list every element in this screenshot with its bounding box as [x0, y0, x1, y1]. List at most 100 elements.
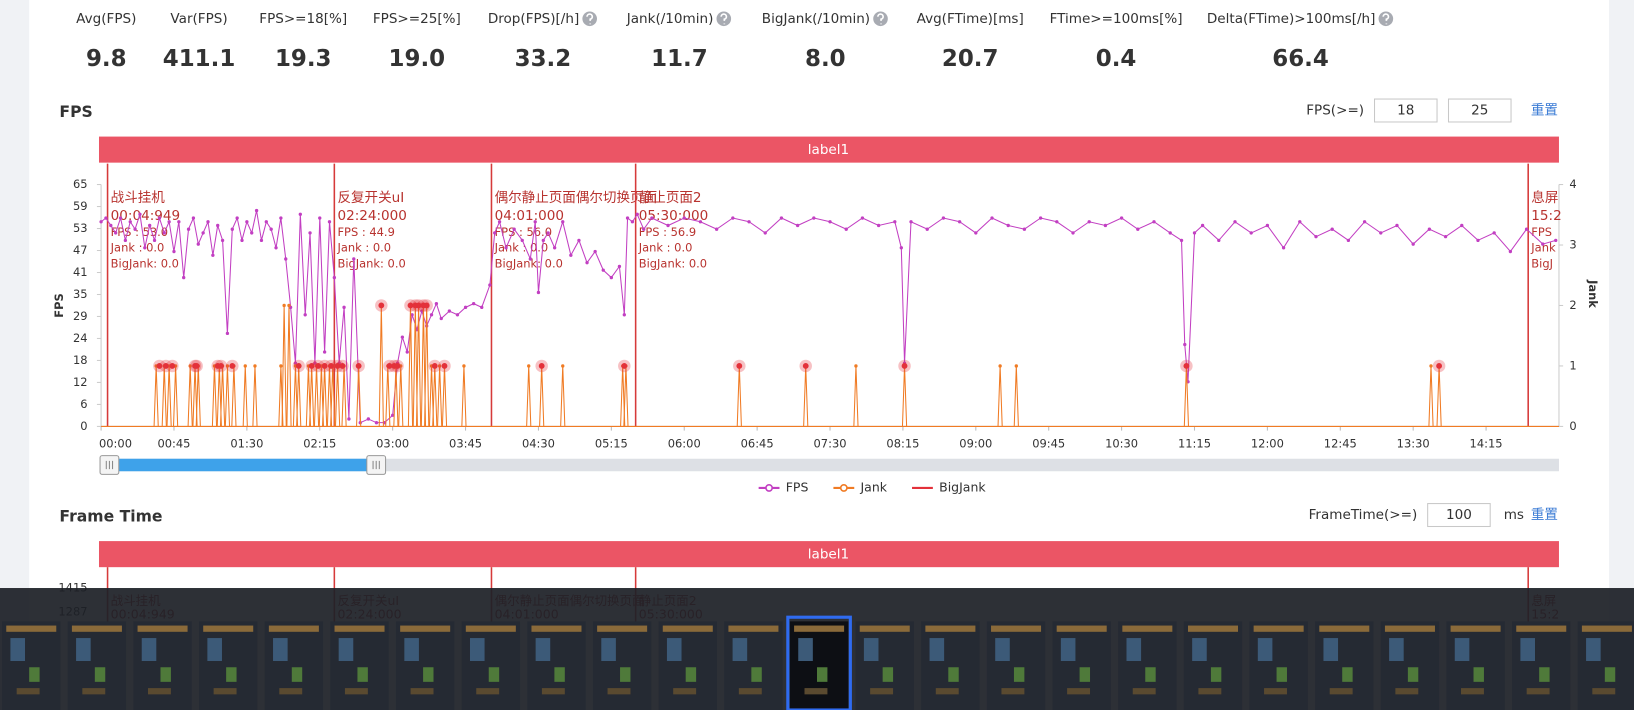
help-glyph: [720, 13, 728, 25]
y-tick-label: 41: [73, 265, 88, 279]
fps-point: [533, 220, 537, 224]
reset-link[interactable]: 重置: [1531, 103, 1558, 119]
thumb-block: [16, 688, 40, 695]
thumbnail[interactable]: [395, 621, 455, 710]
thumbnail[interactable]: [1577, 621, 1634, 710]
fps-point: [109, 223, 113, 228]
jank-point: [1429, 364, 1433, 368]
metric-value: 11.7: [651, 46, 708, 72]
thumbnail[interactable]: [921, 621, 980, 710]
thumb-block: [948, 667, 959, 682]
thumbnail[interactable]: [527, 621, 586, 710]
thumbnail[interactable]: [1249, 621, 1308, 710]
fps-point: [844, 227, 848, 231]
thumb-block: [29, 667, 40, 682]
fps-point: [747, 220, 751, 224]
thumb-block: [882, 667, 894, 682]
thumbnail[interactable]: [461, 621, 521, 710]
y-tick-label: 59: [73, 199, 88, 213]
thumbnail[interactable]: [986, 621, 1046, 710]
thumb-header: [662, 625, 713, 632]
thumbnail[interactable]: [724, 621, 783, 710]
bigjank-marker: [295, 363, 302, 369]
thumbnail[interactable]: [658, 621, 717, 710]
fps-threshold-input[interactable]: [1447, 98, 1512, 123]
fps-point: [352, 257, 356, 261]
bigjank-marker: [901, 363, 908, 369]
fps-point: [1168, 231, 1172, 235]
fps-point: [682, 216, 686, 220]
fps-point: [298, 212, 302, 216]
x-tick-label: 12:45: [1324, 437, 1357, 451]
reset-link[interactable]: 重置: [1531, 507, 1558, 523]
fps-point: [322, 350, 327, 354]
thumbnail[interactable]: [2, 621, 61, 710]
fps-point: [172, 249, 176, 254]
jank-point: [225, 364, 230, 368]
legend-dot: [765, 484, 773, 492]
thumb-block: [751, 667, 762, 682]
metric-label: FPS>=25[%]: [373, 11, 461, 27]
fps-point: [1087, 220, 1091, 224]
thumb-block: [82, 688, 106, 695]
fps-point: [546, 231, 550, 235]
fps-point: [1249, 231, 1253, 235]
zoom-track[interactable]: [101, 458, 1559, 472]
fps-point: [113, 231, 118, 235]
fps-point: [118, 216, 123, 220]
thumb-block: [1586, 638, 1601, 661]
fps-point: [536, 290, 541, 295]
fps-point: [318, 216, 322, 220]
fps-point: [528, 257, 533, 261]
thumbnail[interactable]: [1183, 621, 1243, 710]
ft-threshold-input[interactable]: [1427, 503, 1491, 528]
thumb-block: [1454, 638, 1470, 661]
filmstrip-thumbs: [2, 615, 1634, 710]
y-tick-label: 65: [73, 177, 88, 191]
jank-point: [243, 364, 247, 368]
fps-point: [274, 246, 278, 250]
fps-point: [1136, 227, 1140, 231]
fps-threshold-input[interactable]: [1373, 98, 1438, 123]
fps-point: [497, 220, 502, 224]
event-label: 静止页面2: [639, 190, 702, 206]
x-tick-label: 12:00: [1251, 437, 1284, 451]
zoom-selection[interactable]: [109, 458, 377, 472]
y2-tick-label: 4: [1569, 177, 1576, 191]
help-glyph: [1382, 13, 1390, 25]
thumb-header: [1581, 625, 1632, 632]
thumbnail[interactable]: [1315, 621, 1374, 710]
bigjank-marker: [218, 363, 224, 369]
thumbnail[interactable]: [1052, 621, 1111, 710]
thumb-header: [859, 625, 910, 632]
thumbnail[interactable]: [330, 621, 389, 710]
thumbnail[interactable]: [67, 621, 127, 710]
thumb-block: [620, 667, 631, 682]
event-label: 息屏: [1531, 189, 1558, 206]
fps-point: [303, 313, 307, 317]
bigjank-marker: [1436, 363, 1443, 369]
y2-tick-label: 1: [1569, 358, 1576, 372]
thumbnail[interactable]: [1512, 621, 1571, 710]
fps-point: [366, 417, 371, 421]
thumbnail[interactable]: [1118, 621, 1177, 710]
thumbnail[interactable]: [592, 621, 652, 710]
fps-point: [279, 216, 283, 220]
thumbnail[interactable]: [789, 621, 849, 710]
fps-point: [148, 223, 152, 228]
fps-point: [860, 216, 865, 220]
thumbnail[interactable]: [855, 621, 914, 710]
y-tick-label: 53: [73, 221, 88, 235]
thumbnail[interactable]: [133, 621, 192, 710]
thumbnail[interactable]: [1380, 621, 1440, 710]
y-tick-label: 24: [73, 331, 88, 345]
fps-point: [177, 220, 181, 224]
thumbnail[interactable]: [264, 621, 324, 710]
bigjank-marker: [339, 363, 346, 369]
fps-point: [206, 220, 210, 224]
fps-point: [471, 301, 476, 306]
thumbnail[interactable]: [1446, 621, 1505, 710]
metric-value: 20.7: [942, 46, 999, 72]
thumbnail[interactable]: [199, 621, 258, 710]
